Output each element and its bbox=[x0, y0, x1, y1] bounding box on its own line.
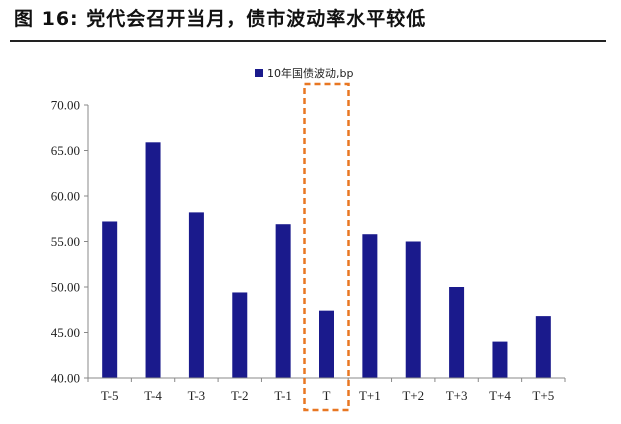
x-tick-label: T+1 bbox=[359, 388, 381, 403]
bar-T+2 bbox=[405, 241, 421, 378]
title-rule bbox=[10, 40, 606, 42]
bar-T-4 bbox=[145, 142, 161, 378]
x-tick-label: T-2 bbox=[231, 388, 249, 403]
y-tick-label: 50.00 bbox=[51, 280, 80, 295]
x-tick-label: T+4 bbox=[489, 388, 511, 403]
x-tick-label: T-1 bbox=[274, 388, 292, 403]
x-tick-label: T-3 bbox=[188, 388, 206, 403]
figure-title: 图 16: 党代会召开当月，债市波动率水平较低 bbox=[14, 8, 427, 30]
bar-T bbox=[319, 310, 334, 378]
bar-T+5 bbox=[535, 316, 551, 378]
legend-label: 10年国债波动,bp bbox=[267, 66, 353, 80]
bar-T+4 bbox=[492, 341, 508, 378]
x-tick-label: T+5 bbox=[532, 388, 554, 403]
x-tick-label: T+3 bbox=[446, 388, 468, 403]
y-tick-label: 65.00 bbox=[51, 143, 80, 158]
bar-T-5 bbox=[102, 221, 118, 378]
bar-T+1 bbox=[362, 234, 378, 378]
y-tick-label: 70.00 bbox=[51, 98, 80, 113]
x-tick-label: T-5 bbox=[101, 388, 119, 403]
y-tick-label: 60.00 bbox=[51, 189, 80, 204]
bar-T-1 bbox=[275, 224, 291, 378]
y-tick-label: 55.00 bbox=[51, 234, 80, 249]
y-axis: 40.00 45.00 50.00 55.00 60.00 65.00 70.00 bbox=[51, 98, 89, 386]
bar-T-2 bbox=[232, 292, 248, 378]
legend-swatch bbox=[255, 69, 263, 77]
x-tick-label: T-4 bbox=[144, 388, 162, 403]
x-axis: T-5 T-4 T-3 T-2 T-1 T T+1 T+2 T+3 T+4 T+5 bbox=[87, 377, 566, 403]
bar-T-3 bbox=[188, 212, 204, 378]
highlight-box bbox=[303, 82, 350, 412]
bar-T+3 bbox=[449, 287, 465, 378]
x-tick-label: T bbox=[323, 388, 331, 403]
x-tick-label: T+2 bbox=[402, 388, 424, 403]
bars bbox=[102, 142, 551, 378]
y-tick-label: 40.00 bbox=[51, 371, 80, 386]
y-tick-label: 45.00 bbox=[51, 325, 80, 340]
legend: 10年国债波动,bp bbox=[255, 66, 353, 80]
